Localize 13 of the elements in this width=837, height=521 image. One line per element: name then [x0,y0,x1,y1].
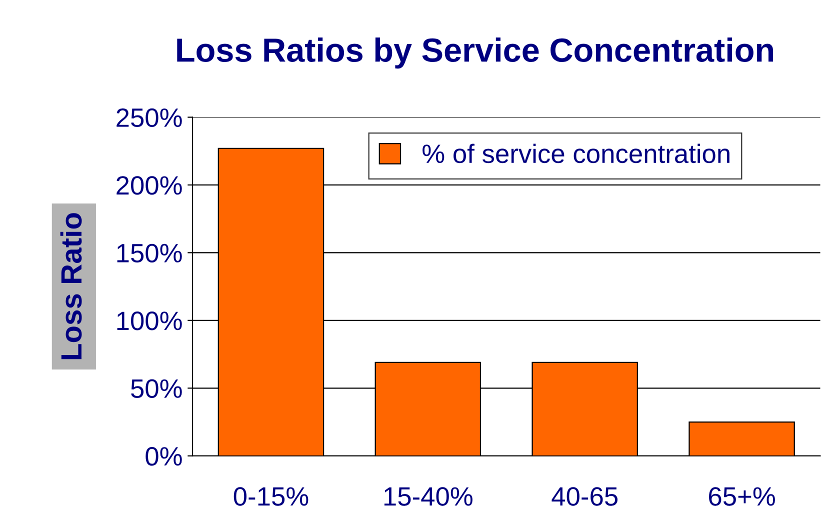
x-tick-label: 40-65 [552,487,618,506]
legend-label: % of service concentration [422,144,730,164]
chart-title: Loss Ratios by Service Concentration [177,38,774,69]
y-tick-label: 150% [117,244,182,263]
x-tick-label: 0-15% [234,487,308,506]
y-tick-label: 50% [131,379,182,398]
y-axis-title: Loss Ratio [60,213,82,360]
y-tick-label: 100% [117,312,182,330]
x-tick-label: 15-40% [384,487,472,506]
y-tick-label: 200% [116,176,182,195]
x-tick-label: 65+% [709,487,775,506]
y-tick-label: 0% [146,447,182,466]
y-tick-label: 250% [116,108,182,128]
